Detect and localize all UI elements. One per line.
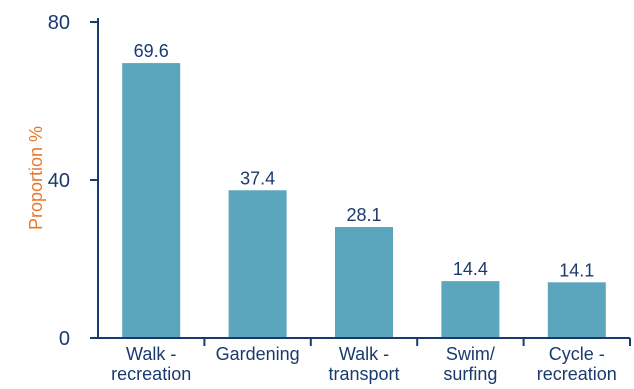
bar	[228, 190, 287, 338]
bars	[122, 63, 606, 338]
y-axis-ticks: 0 40 80	[48, 12, 98, 350]
category-label: Swim/	[446, 344, 495, 364]
category-label: surfing	[443, 364, 497, 384]
x-axis-ticks	[203, 338, 631, 346]
category-label: Walk -	[339, 344, 389, 364]
y-tick-label: 40	[48, 170, 70, 192]
category-label: Gardening	[216, 344, 300, 364]
bar	[441, 281, 500, 338]
bar	[547, 282, 606, 338]
bar-value-label: 37.4	[240, 168, 275, 188]
bar-value-label: 28.1	[346, 205, 381, 225]
bar	[122, 63, 181, 338]
bar-value-label: 14.1	[559, 260, 594, 280]
bar	[335, 227, 393, 338]
y-axis-title: Proportion %	[26, 126, 46, 230]
bar-value-label: 14.4	[453, 259, 488, 279]
y-axis-title-group: Proportion %	[26, 126, 46, 230]
category-label: Walk -	[126, 344, 176, 364]
y-tick-label: 80	[48, 12, 70, 34]
category-label: recreation	[537, 364, 617, 384]
category-label: transport	[328, 364, 399, 384]
bar-value-label: 69.6	[134, 41, 169, 61]
category-label: Cycle -	[549, 344, 605, 364]
data-labels: 69.6 37.4 28.1 14.4 14.1	[134, 41, 595, 280]
category-label: recreation	[111, 364, 191, 384]
y-tick-label: 0	[59, 328, 70, 350]
